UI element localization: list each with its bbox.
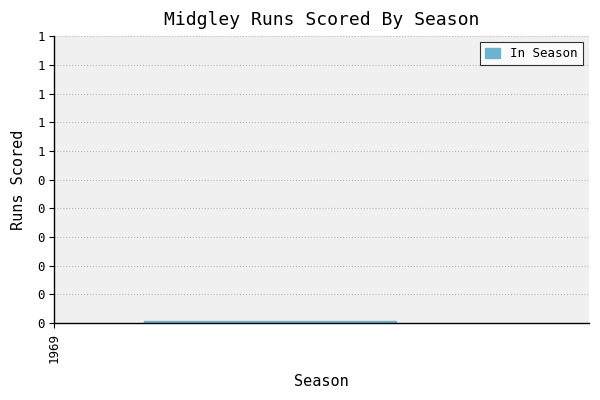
Y-axis label: Runs Scored: Runs Scored [11,130,26,230]
Legend: In Season: In Season [480,42,583,66]
Title: Midgley Runs Scored By Season: Midgley Runs Scored By Season [164,11,479,29]
X-axis label: Season: Season [294,374,349,389]
